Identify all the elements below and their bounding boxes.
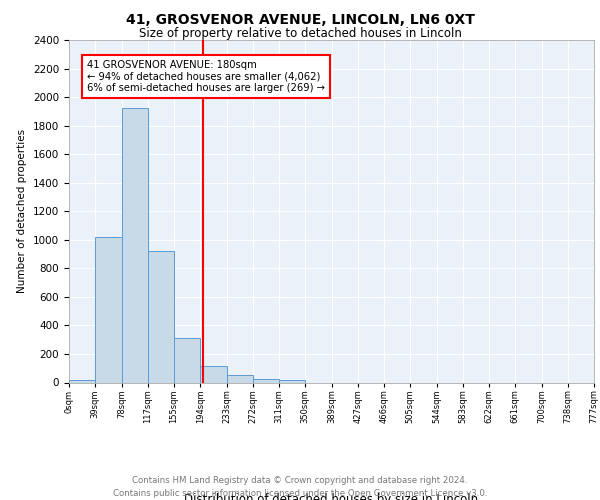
Text: Contains HM Land Registry data © Crown copyright and database right 2024.
Contai: Contains HM Land Registry data © Crown c… (113, 476, 487, 498)
Bar (95, 237, 121, 382)
Text: 41 GROSVENOR AVENUE: 180sqm
← 94% of detached houses are smaller (4,062)
6% of s: 41 GROSVENOR AVENUE: 180sqm ← 94% of det… (87, 60, 325, 93)
Bar (253, 378, 279, 382)
Bar (227, 375, 253, 382)
X-axis label: Distribution of detached houses by size in Lincoln: Distribution of detached houses by size … (184, 493, 479, 500)
Y-axis label: Number of detached properties: Number of detached properties (17, 129, 28, 294)
Text: Size of property relative to detached houses in Lincoln: Size of property relative to detached ho… (139, 28, 461, 40)
Text: 41, GROSVENOR AVENUE, LINCOLN, LN6 0XT: 41, GROSVENOR AVENUE, LINCOLN, LN6 0XT (125, 12, 475, 26)
Bar (279, 380, 305, 382)
Bar (69, 380, 95, 382)
Bar (174, 338, 200, 382)
Bar (121, 108, 148, 382)
Bar (148, 251, 174, 382)
Bar (200, 366, 227, 382)
